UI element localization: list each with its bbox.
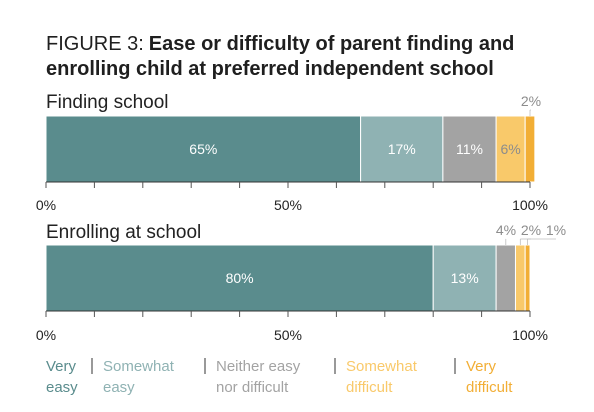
data-label: 11% [456,141,483,157]
legend-label: nor difficult [216,379,289,396]
legend-label: difficult [346,379,393,396]
legend-label: easy [103,379,135,396]
bar-group-enrolling-at-school: Enrolling at school 80% 13% 4% 2% 1% 0% 50% 100% [36,222,566,343]
data-label: 2% [521,222,541,238]
chart-title-line-2: enrolling child at preferred independent… [46,58,494,80]
legend-item-neither-easy-nor-difficult: Neither easy nor difficult [216,358,336,396]
data-label: 80% [226,270,254,286]
chart-title-text-1: Ease or difficulty of parent finding and [149,33,515,55]
bar-segment-somewhat-easy [432,244,497,312]
bar-segment-very-easy [45,115,362,183]
bar-segment-neither-easy-nor-difficult [442,115,497,183]
x-tick-label: 100% [512,197,548,213]
legend-label: easy [46,379,78,396]
data-label: 13% [451,270,479,286]
data-label: 6% [501,141,521,157]
figure-label: FIGURE 3: [46,33,144,55]
data-label: 2% [521,93,541,109]
data-label: 1% [546,222,566,238]
bar-segment-very-difficult [524,244,531,312]
legend-item-somewhat-difficult: Somewhat difficult [346,358,456,396]
bar-segment-neither-easy-nor-difficult [495,244,516,312]
legend-label: Neither easy [216,358,301,375]
x-tick-label: 0% [36,197,56,213]
legend-label: Somewhat [103,358,175,375]
panel-title: Enrolling at school [46,222,201,243]
bar-segment-somewhat-difficult [514,244,526,312]
bar-segment-very-difficult [524,115,536,183]
chart-legend: Very easy Somewhat easy Neither easy nor diff… [46,358,513,396]
data-label: 4% [496,222,516,238]
legend-label: Very [46,358,77,375]
legend-label: Very [466,358,497,375]
data-label: 65% [189,141,217,157]
legend-label: Somewhat [346,358,418,375]
bar-segment-somewhat-easy [360,115,444,183]
data-label: 17% [388,141,416,157]
legend-item-somewhat-easy: Somewhat easy [103,358,206,396]
legend-item-very-difficult: Very difficult [466,358,513,396]
chart-title-line-1: FIGURE 3: Ease or difficulty of parent fi… [46,33,514,55]
legend-item-very-easy: Very easy [46,358,93,396]
bar-segment-very-easy [45,244,434,312]
legend-label: difficult [466,379,513,396]
x-tick-label: 50% [274,327,302,343]
bar-group-finding-school: Finding school 65% 17% 11% 6% 2% 0% 50% 100% [36,92,548,213]
panel-title: Finding school [46,92,169,113]
x-tick-label: 0% [36,327,56,343]
x-tick-label: 100% [512,327,548,343]
x-tick-label: 50% [274,197,302,213]
